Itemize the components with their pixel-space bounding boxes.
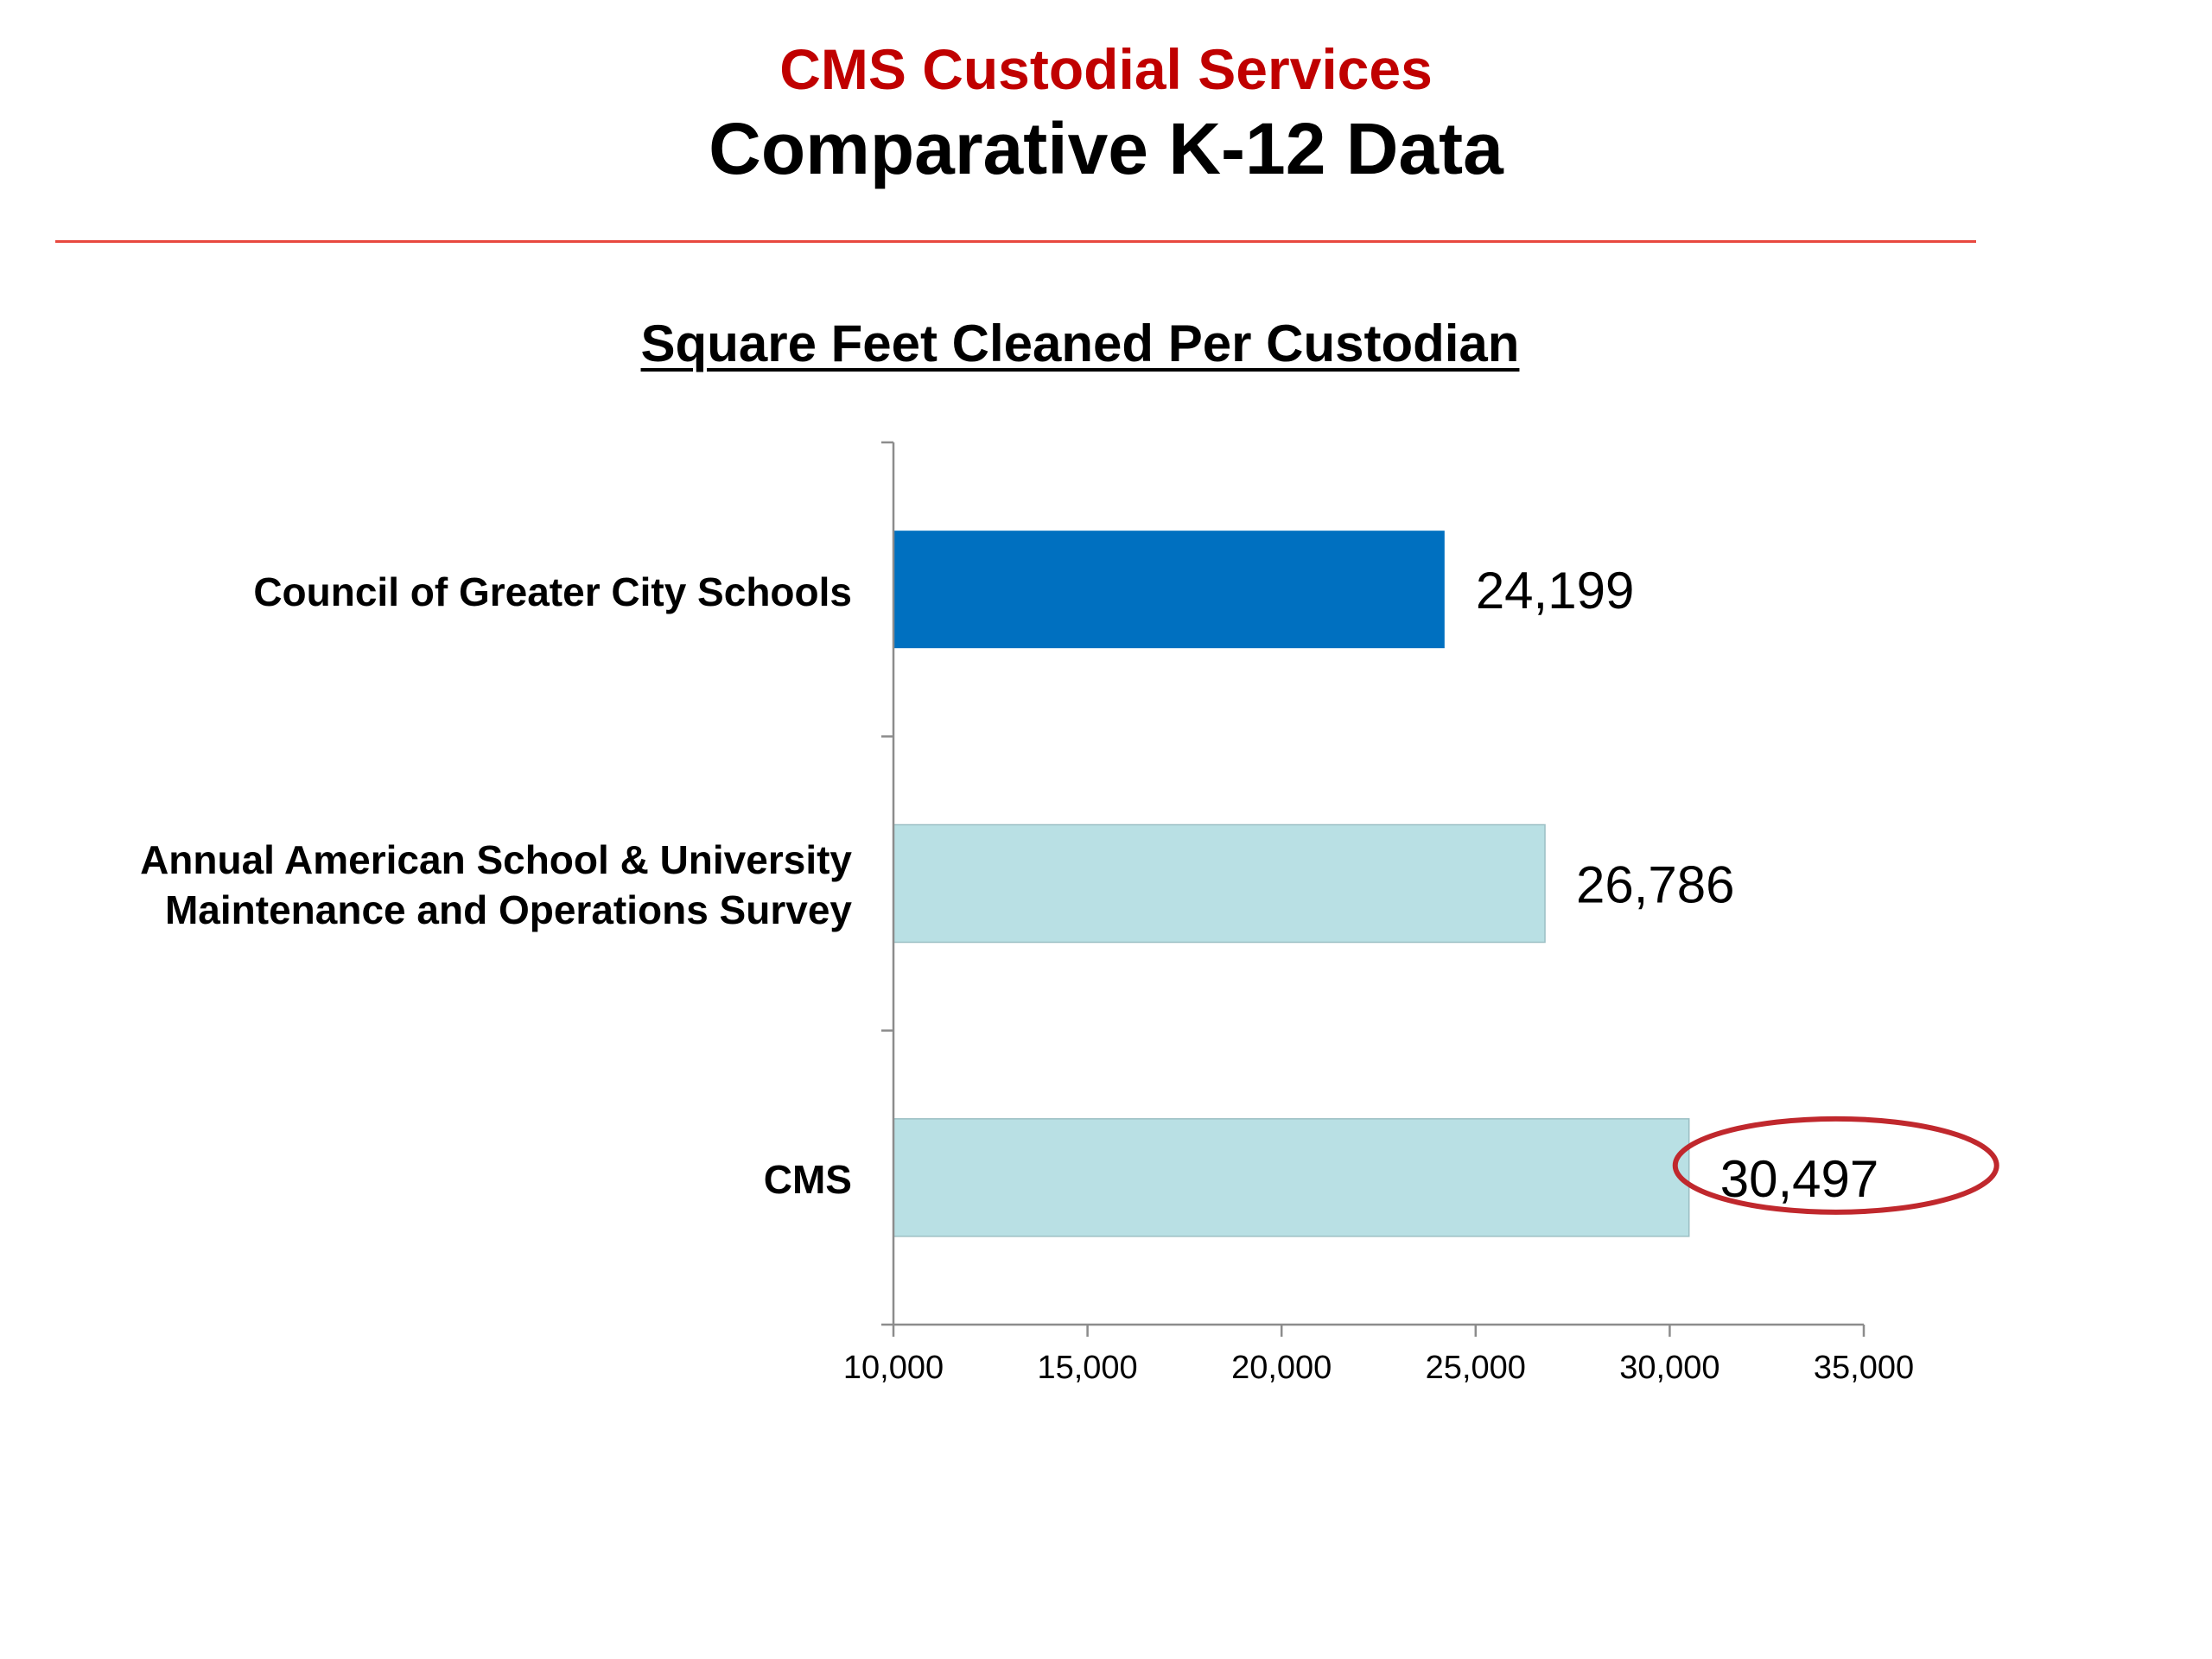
x-tick-label: 25,000	[1426, 1350, 1526, 1386]
slide-subtitle: Comparative K-12 Data	[709, 108, 1503, 189]
category-label-line: Council of Greater City Schools	[253, 569, 852, 614]
category-label: Council of Greater City Schools	[253, 567, 852, 617]
chart-title: Square Feet Cleaned Per Custodian	[640, 315, 1520, 372]
data-label: 30,497	[1720, 1150, 1879, 1208]
category-label: Annual American School & University Main…	[140, 835, 852, 935]
category-label-line: Annual American School & University	[140, 837, 852, 882]
bar	[893, 1118, 1690, 1237]
bar	[893, 823, 1546, 944]
category-label-line: Maintenance and Operations Survey	[164, 887, 852, 932]
slide-title: CMS Custodial Services	[779, 37, 1433, 101]
category-label-line: CMS	[763, 1157, 852, 1202]
plot-marks: 24,199 26,786 30,497 10,000 15,000 20,000 25,0…	[843, 441, 1999, 1386]
title-divider	[55, 240, 1976, 243]
x-tick-label: 20,000	[1231, 1350, 1332, 1386]
x-tick-label: 35,000	[1814, 1350, 1914, 1386]
x-tick-label: 15,000	[1037, 1350, 1137, 1386]
bar	[893, 531, 1445, 649]
x-tick-label: 10,000	[843, 1350, 944, 1386]
data-label: 26,786	[1576, 856, 1735, 914]
data-label: 24,199	[1476, 562, 1635, 620]
highlight-ellipse	[1672, 1116, 1999, 1215]
x-tick-label: 30,000	[1619, 1350, 1719, 1386]
category-label: CMS	[764, 1154, 852, 1205]
